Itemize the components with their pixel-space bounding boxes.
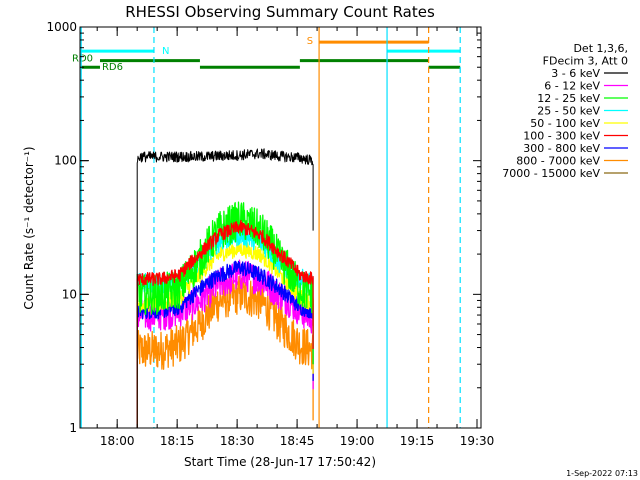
series-line-100-300-kev xyxy=(136,219,314,428)
series-line-300-800-kev xyxy=(136,260,314,428)
x-tick-label: 19:00 xyxy=(340,434,375,448)
y-axis-label: Count Rate (s⁻¹ detector⁻¹) xyxy=(22,146,36,309)
y-tick-label: 1 xyxy=(69,421,77,435)
legend-label-12-25-kev: 12 - 25 keV xyxy=(537,92,600,105)
plot-frame xyxy=(79,26,482,429)
flag-label-rd0: RD0 xyxy=(72,54,93,65)
y-axis: 1 10 100 1000 xyxy=(46,20,481,435)
legend-label-3-6-kev: 3 - 6 keV xyxy=(551,67,600,80)
flag-label-n: N xyxy=(162,46,169,57)
y-tick-label: 1000 xyxy=(46,20,77,34)
x-axis: 18:00 18:15 18:30 18:45 19:00 19:15 19:30 xyxy=(96,27,495,448)
legend-label-100-300-kev: 100 - 300 keV xyxy=(523,130,600,143)
legend-label-7000-15000-kev: 7000 - 15000 keV xyxy=(502,167,600,180)
series-line-3-6-kev xyxy=(136,148,314,428)
flag-label-s: S xyxy=(307,36,313,47)
x-tick-label: 18:15 xyxy=(160,434,195,448)
y-tick-label: 100 xyxy=(54,154,77,168)
legend-header: FDecim 3, Att 0 xyxy=(543,55,628,68)
chart-title: RHESSI Observing Summary Count Rates xyxy=(125,3,435,21)
legend-header: Det 1,3,6, xyxy=(573,42,628,55)
x-tick-label: 18:30 xyxy=(220,434,255,448)
legend-label-300-800-kev: 300 - 800 keV xyxy=(523,142,600,155)
y-tick-label: 10 xyxy=(62,287,77,301)
legend-label-25-50-kev: 25 - 50 keV xyxy=(537,105,600,118)
series-group xyxy=(136,148,314,428)
flag-bars: N S RD0 RD6 xyxy=(72,36,461,73)
legend-label-50-100-kev: 50 - 100 keV xyxy=(530,117,600,130)
x-axis-label: Start Time (28-Jun-17 17:50:42) xyxy=(184,455,376,469)
legend-label-6-12-kev: 6 - 12 keV xyxy=(544,80,600,93)
vertical-markers xyxy=(80,27,461,428)
flag-label-rd6: RD6 xyxy=(102,62,123,73)
x-tick-label: 19:30 xyxy=(460,434,495,448)
x-tick-label: 19:15 xyxy=(400,434,435,448)
series-line-12-25-kev xyxy=(136,201,314,428)
legend-label-800-7000-kev: 800 - 7000 keV xyxy=(516,155,600,168)
x-tick-label: 18:00 xyxy=(100,434,135,448)
x-tick-label: 18:45 xyxy=(280,434,315,448)
timestamp: 1-Sep-2022 07:13 xyxy=(566,469,638,478)
